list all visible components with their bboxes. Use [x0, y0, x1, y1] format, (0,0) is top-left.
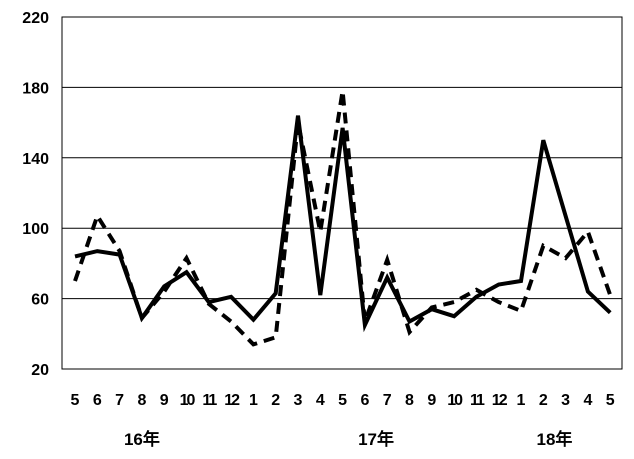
plot-frame [61, 16, 623, 370]
x-tick-label: 6 [93, 392, 102, 409]
x-tick-label: 3 [561, 392, 570, 409]
y-tick-label: 140 [22, 151, 49, 168]
x-tick-label: 12 [492, 392, 508, 409]
y-axis-ticks: 20 60 100 140 180 220 [22, 10, 49, 379]
x-axis-ticks: 5 6 7 8 9 10 11 12 1 2 3 4 5 6 7 8 9 10 11 12 1 2 3 4 5 [71, 392, 615, 409]
x-tick-label: 1 [517, 392, 526, 409]
x-tick-label: 2 [271, 392, 280, 409]
series-line-solid [74, 115, 612, 333]
x-tick-label: 3 [294, 392, 303, 409]
x-tick-label: 11 [470, 392, 485, 409]
x-tick-label: 7 [115, 392, 124, 409]
year-label: 18年 [536, 429, 572, 449]
x-tick-label: 8 [405, 392, 414, 409]
x-tick-label: 1 [249, 392, 258, 409]
x-tick-label: 6 [360, 392, 369, 409]
x-tick-label: 7 [383, 392, 392, 409]
y-tick-label: 20 [31, 362, 49, 379]
y-tick-label: 180 [22, 80, 49, 97]
series-lines [73, 90, 613, 347]
y-tick-label: 100 [22, 221, 49, 238]
x-tick-label: 5 [338, 392, 347, 409]
x-tick-label: 10 [447, 392, 463, 409]
x-tick-label: 12 [224, 392, 240, 409]
x-tick-label: 9 [160, 392, 169, 409]
x-tick-label: 5 [71, 392, 80, 409]
x-tick-label: 11 [202, 392, 217, 409]
x-tick-label: 9 [427, 392, 436, 409]
y-tick-label: 60 [31, 292, 49, 309]
x-tick-label: 2 [539, 392, 548, 409]
x-tick-label: 10 [180, 392, 196, 409]
year-label: 16年 [124, 429, 160, 449]
x-tick-label: 5 [606, 392, 615, 409]
y-tick-label: 220 [22, 10, 49, 27]
year-labels: 16年 17年 18年 [124, 429, 572, 449]
year-label: 17年 [358, 429, 394, 449]
x-tick-label: 8 [137, 392, 146, 409]
x-tick-label: 4 [583, 392, 592, 409]
x-tick-label: 4 [316, 392, 325, 409]
